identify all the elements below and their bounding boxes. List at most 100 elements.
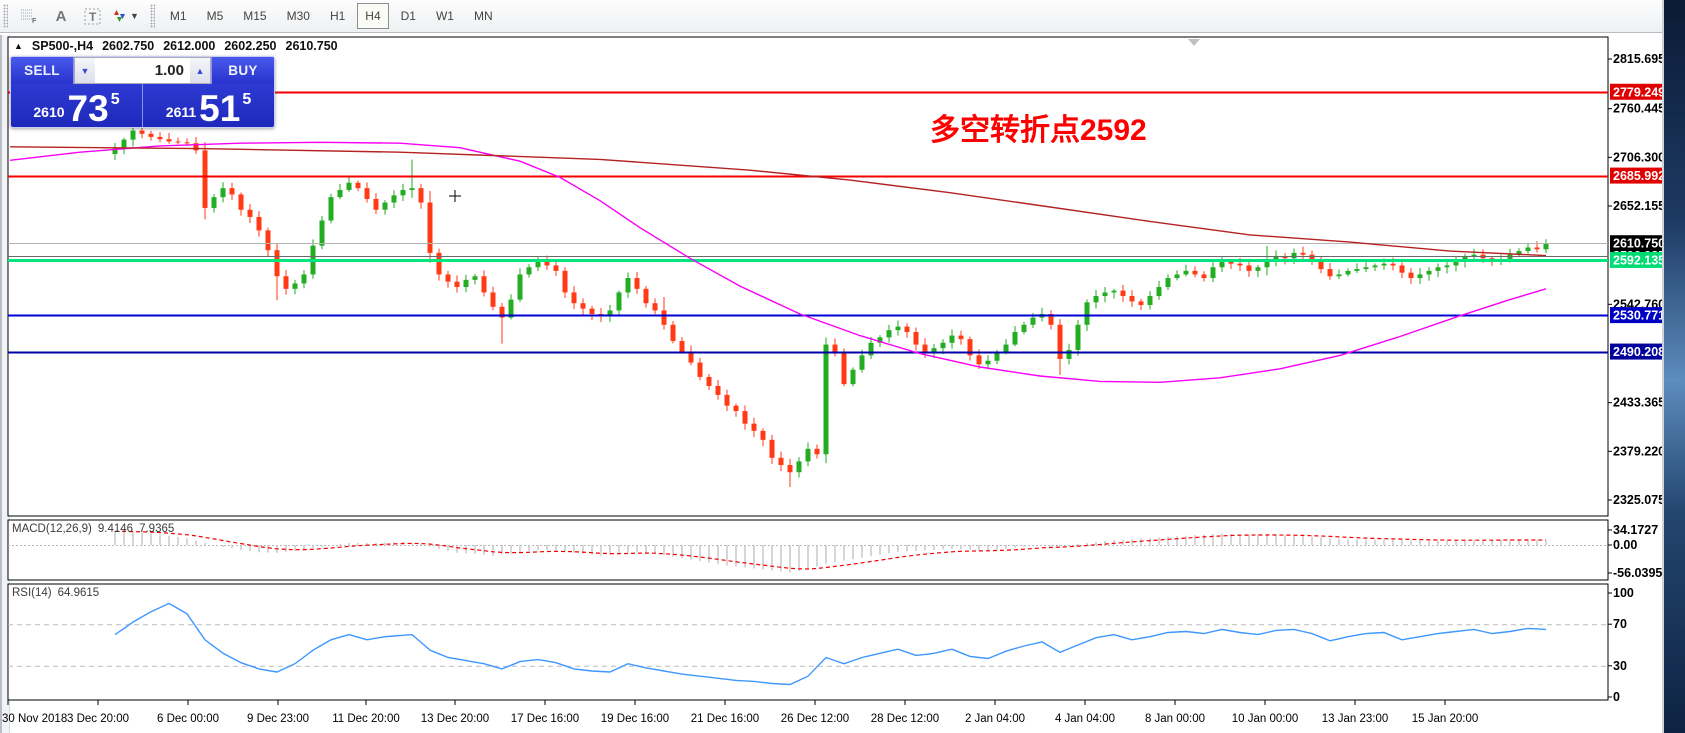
rsi-tick-label: 30	[1613, 659, 1627, 673]
macd-tick-label: 34.1727	[1613, 523, 1658, 537]
timeframe-bar: M1 M5 M15 M30 H1 H4 D1 W1 MN	[160, 3, 503, 29]
ma-slow-crimson	[9, 146, 1547, 257]
toolbar-grip[interactable]	[3, 4, 8, 28]
date-label: 13 Jan 23:00	[1322, 713, 1389, 725]
date-label: 2 Jan 04:00	[965, 713, 1025, 725]
chart-title: ▲ SP500-,H4 2602.750 2612.000 2602.250 2…	[14, 39, 338, 53]
date-label: 8 Jan 00:00	[1145, 713, 1205, 725]
tf-button-M5[interactable]: M5	[206, 9, 224, 23]
buy-price-prefix: 2611	[165, 104, 197, 120]
date-label: 10 Jan 00:00	[1232, 713, 1299, 725]
price-tick-label: 2652.155	[1613, 199, 1663, 213]
tf-button-M15[interactable]: M15	[243, 9, 267, 23]
svg-text:2490.208: 2490.208	[1613, 345, 1663, 359]
svg-text:2530.771: 2530.771	[1613, 309, 1663, 323]
desktop-background	[1664, 0, 1685, 733]
volume-decrease-button[interactable]: ▼	[75, 58, 95, 83]
date-label: 26 Dec 12:00	[781, 713, 849, 725]
rsi-pane[interactable]	[7, 583, 1609, 701]
price-badge-2779.249: 2779.249	[1610, 83, 1663, 100]
text-label-icon[interactable]: T	[79, 3, 107, 29]
date-label: 11 Dec 20:00	[332, 713, 400, 725]
date-label: 13 Dec 20:00	[421, 713, 489, 725]
tf-button-H1[interactable]: H1	[329, 9, 346, 23]
buy-price-sup: 5	[242, 91, 252, 108]
tf-button-D1[interactable]: D1	[400, 9, 416, 23]
macd-tick-label: -56.0395	[1613, 566, 1662, 580]
buy-price-tile[interactable]: 2611 51 5	[143, 84, 274, 127]
macd-signal-line	[114, 530, 1547, 570]
price-tick-label: 2325.075	[1613, 493, 1663, 507]
svg-text:2779.249: 2779.249	[1613, 85, 1663, 99]
rsi-name: RSI(14)	[12, 587, 52, 599]
sell-price-big: 73	[67, 88, 109, 130]
sell-price-prefix: 2610	[33, 104, 65, 120]
tf-button-M1[interactable]: M1	[169, 9, 187, 23]
rsi-tick-label: 0	[1613, 690, 1620, 704]
crosshair-cursor	[449, 190, 461, 202]
ohlc-open: 2602.750	[102, 39, 155, 53]
rsi-axis: 100 70 30 0	[1608, 586, 1634, 704]
date-label: 4 Jan 04:00	[1055, 713, 1115, 725]
price-tick-label: 2760.445	[1613, 102, 1663, 116]
ohlc-close: 2610.750	[285, 39, 338, 53]
macd-tick-label: 0.00	[1613, 538, 1637, 552]
volume-input[interactable]: 1.00	[154, 62, 184, 79]
volume-increase-button[interactable]: ▲	[190, 58, 210, 83]
price-tick-label: 2379.220	[1613, 444, 1663, 458]
chart-shift-marker[interactable]	[1188, 39, 1200, 46]
tf-button-M30[interactable]: M30	[286, 9, 310, 23]
macd-name: MACD(12,26,9)	[12, 523, 92, 535]
one-click-trade-panel: SELL ▼ 1.00 ▲ BUY 2610 73 5 2611 51 5	[10, 56, 275, 128]
rsi-value: 64.9615	[57, 587, 100, 599]
macd-indicator-label: MACD(12,26,9) 9.4146 7.9365	[12, 523, 174, 535]
price-tick-label: 2815.695	[1613, 52, 1663, 66]
date-label: 28 Dec 12:00	[871, 713, 939, 725]
ohlc-low: 2602.250	[224, 39, 277, 53]
price-lines	[8, 91, 1608, 354]
rsi-tick-label: 70	[1613, 617, 1627, 631]
ma-fast-magenta	[9, 141, 1547, 384]
date-label: 17 Dec 16:00	[511, 713, 579, 725]
macd-value-1: 9.4146	[97, 523, 134, 535]
price-badge-2490.208: 2490.208	[1610, 343, 1663, 360]
rsi-line	[114, 602, 1547, 686]
volume-spinner: ▼ 1.00 ▲	[74, 57, 211, 84]
grid-dots-icon[interactable]: F	[15, 3, 43, 29]
sell-price-sup: 5	[110, 91, 120, 108]
date-label: 15 Jan 20:00	[1412, 713, 1479, 725]
window-right-border	[1662, 0, 1664, 733]
toolbar-grip-2[interactable]	[149, 4, 155, 28]
buy-button[interactable]: BUY	[211, 57, 274, 84]
ohlc-high: 2612.000	[163, 39, 216, 53]
date-label: 21 Dec 16:00	[691, 713, 759, 725]
indicators-arrows-icon[interactable]: ▼	[111, 3, 140, 29]
price-axis: 2815.6952760.4452706.3002652.1552542.760…	[1608, 52, 1663, 507]
date-label: 6 Dec 00:00	[157, 713, 219, 725]
panel-collapse-icon[interactable]: ▲	[14, 41, 23, 51]
svg-text:2685.992: 2685.992	[1613, 169, 1663, 183]
tf-button-W1[interactable]: W1	[435, 9, 454, 23]
price-badge-2530.771: 2530.771	[1610, 307, 1663, 324]
dropdown-caret-icon: ▼	[130, 11, 139, 21]
toolbar: F A T ▼ M1 M5 M15 M30 H1 H4 D1 W1 MN	[0, 0, 1663, 33]
svg-text:2610.750: 2610.750	[1613, 237, 1663, 251]
rsi-indicator-label: RSI(14) 64.9615	[12, 587, 99, 599]
date-label: 19 Dec 16:00	[601, 713, 669, 725]
rsi-tick-label: 100	[1613, 586, 1634, 600]
sell-price-tile[interactable]: 2610 73 5	[11, 84, 143, 127]
tf-button-MN[interactable]: MN	[473, 9, 493, 23]
sell-button[interactable]: SELL	[11, 57, 74, 84]
svg-text:T: T	[89, 10, 97, 24]
date-label: 3 Dec 20:00	[67, 713, 129, 725]
tf-button-H4[interactable]: H4	[357, 3, 389, 29]
buy-price-big: 51	[199, 88, 241, 130]
svg-text:2592.135: 2592.135	[1613, 253, 1663, 267]
price-tick-label: 2706.300	[1613, 150, 1663, 164]
price-badge-2610.750: 2610.750	[1610, 235, 1663, 252]
date-axis: 30 Nov 2018 3 Dec 20:00 6 Dec 00:00 9 Dec 2…	[2, 700, 1478, 725]
letter-a-icon[interactable]: A	[55, 7, 67, 25]
chart-canvas[interactable]: 2815.6952760.4452706.3002652.1552542.760…	[0, 35, 1663, 733]
